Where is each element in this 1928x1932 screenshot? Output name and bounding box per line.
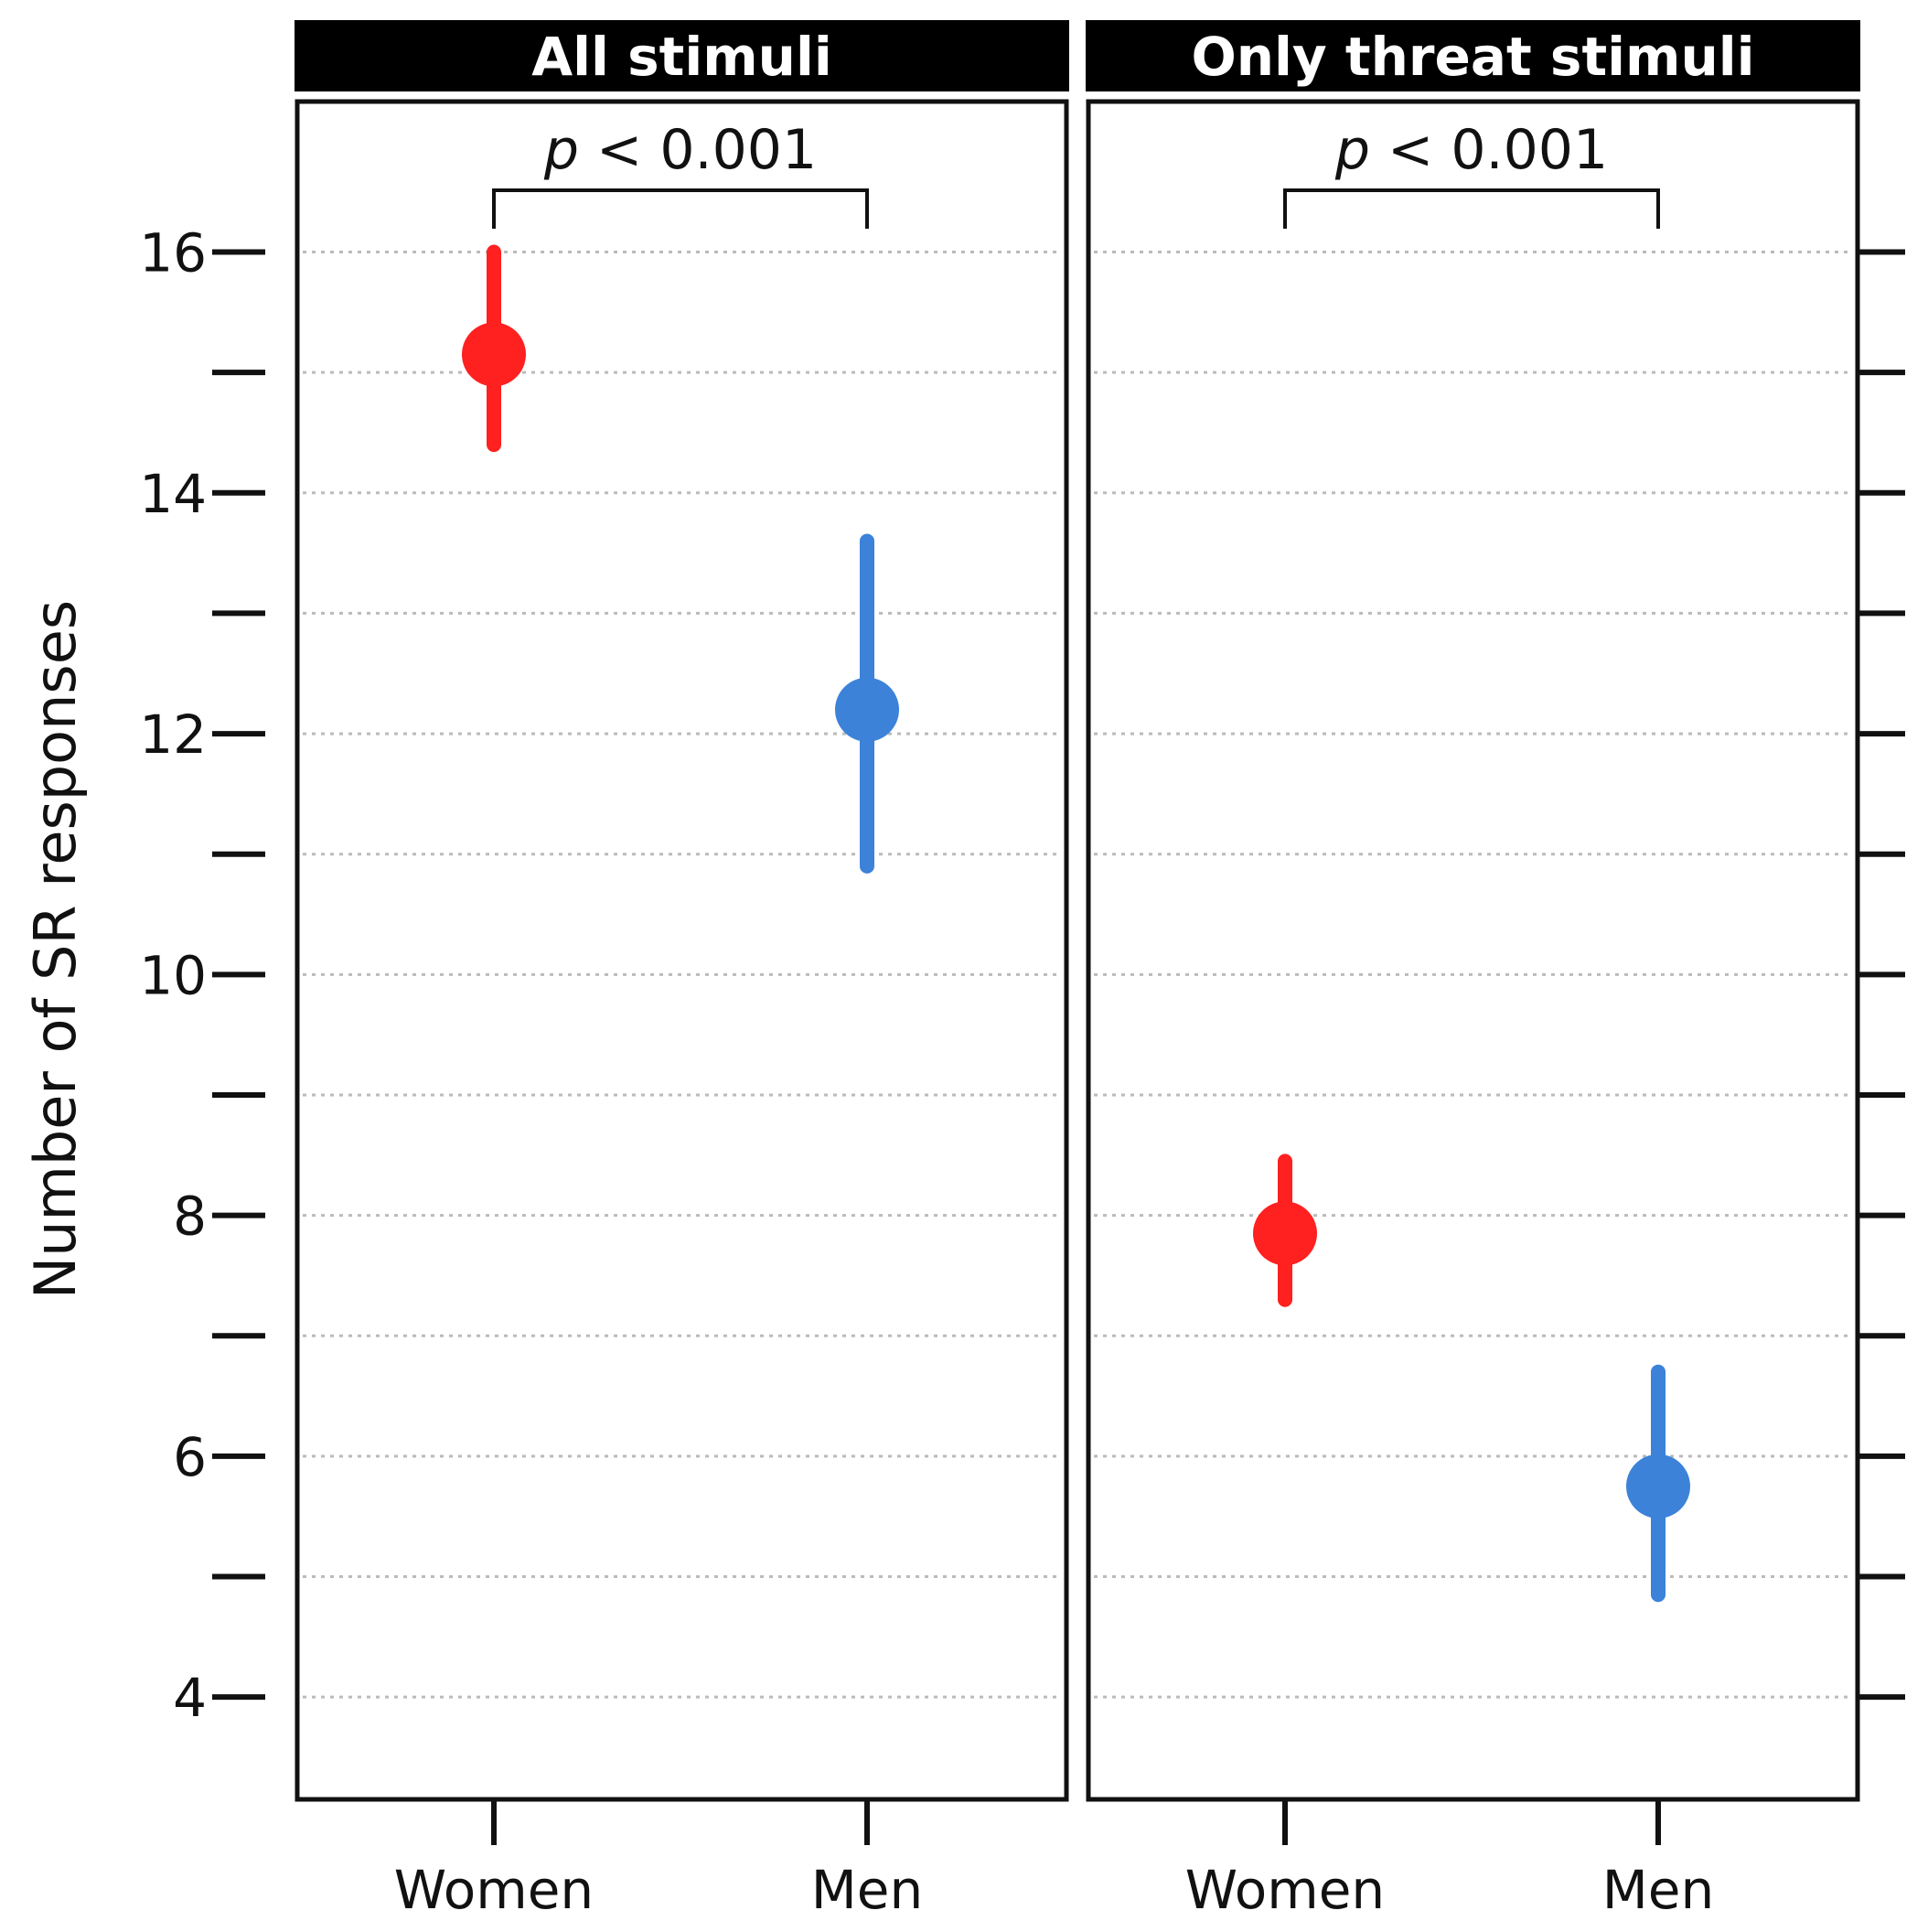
mean-point-men bbox=[835, 677, 899, 742]
panel-frame bbox=[1086, 99, 1860, 1802]
right-axis-ticks bbox=[1858, 249, 1905, 1701]
significance-label: p < 0.001 bbox=[1334, 118, 1608, 182]
x-tick-label-women: Women bbox=[1185, 1859, 1385, 1921]
significance-bracket bbox=[492, 188, 869, 229]
mean-point-women bbox=[1253, 1201, 1317, 1266]
mean-point-women bbox=[462, 322, 526, 387]
y-tick-label: 6 bbox=[173, 1426, 207, 1488]
significance-bracket bbox=[1283, 188, 1660, 229]
panel-title-strip bbox=[1086, 20, 1860, 91]
panel-frame bbox=[295, 99, 1069, 1802]
p-value: < 0.001 bbox=[579, 118, 817, 182]
panel-title: Only threat stimuli bbox=[1191, 26, 1754, 88]
y-axis: 4 6 8 10 12 14 16 bbox=[139, 222, 265, 1729]
y-tick-label: 4 bbox=[173, 1667, 207, 1729]
y-tick-label: 16 bbox=[139, 222, 207, 284]
x-tick-label-men: Men bbox=[1602, 1859, 1715, 1921]
y-tick-label: 8 bbox=[173, 1186, 207, 1248]
p-symbol: p bbox=[543, 118, 579, 182]
p-symbol: p bbox=[1334, 118, 1370, 182]
mean-point-men bbox=[1626, 1454, 1690, 1519]
y-tick-label: 10 bbox=[139, 944, 207, 1006]
p-value: < 0.001 bbox=[1370, 118, 1608, 182]
panel-title: All stimuli bbox=[531, 26, 831, 88]
panel-title-strip bbox=[295, 20, 1069, 91]
significance-label: p < 0.001 bbox=[543, 118, 817, 182]
x-tick-label-women: Women bbox=[394, 1859, 594, 1921]
y-tick-label: 14 bbox=[139, 463, 207, 525]
y-tick-label: 12 bbox=[139, 703, 207, 766]
panel-1: All stimuli Women Men p < 0.001 bbox=[295, 20, 1069, 1921]
panel-2: Only threat stimuli Women Men p < 0.001 bbox=[1086, 20, 1860, 1921]
y-axis-title: Number of SR responses bbox=[22, 600, 89, 1299]
x-tick-label-men: Men bbox=[811, 1859, 924, 1921]
